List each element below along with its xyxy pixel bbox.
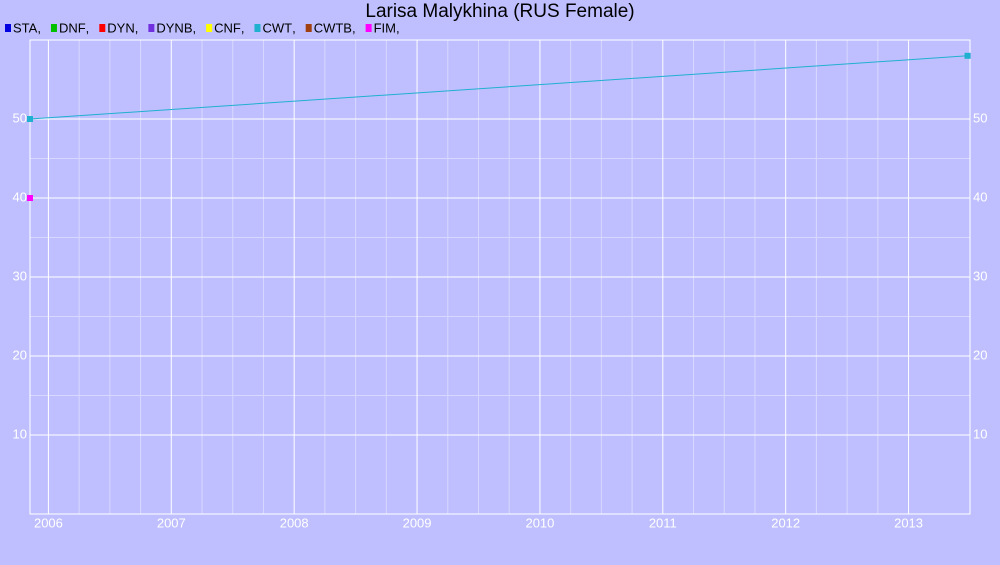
x-tick-label: 2007 <box>157 515 186 530</box>
legend-separator: , <box>193 20 197 35</box>
data-point <box>27 116 33 122</box>
legend-label: STA <box>13 20 38 35</box>
series-line <box>29 55 968 120</box>
legend-separator: , <box>396 20 400 35</box>
data-point <box>964 52 971 59</box>
y-tick-label: 40 <box>13 189 27 204</box>
legend-separator: , <box>135 20 139 35</box>
x-tick-label: 2012 <box>771 515 800 530</box>
legend-swatch <box>305 24 312 32</box>
legend-label: DYN <box>107 20 134 35</box>
x-tick-label: 2010 <box>525 515 554 530</box>
legend-swatch <box>99 24 106 32</box>
legend-swatch <box>5 24 11 32</box>
plot-frame <box>29 39 971 515</box>
y2-tick-label: 10 <box>973 426 987 441</box>
y-tick-label: 50 <box>13 110 27 125</box>
legend-swatch <box>365 24 372 32</box>
x-tick-label: 2008 <box>280 515 309 530</box>
chart-title: Larisa Malykhina (RUS Female) <box>365 1 634 22</box>
legend-separator: , <box>292 20 296 35</box>
legend-label: DNF <box>59 20 86 35</box>
legend-separator: , <box>241 20 245 35</box>
legend-label: CNF <box>214 20 241 35</box>
legend-swatch <box>148 24 155 32</box>
y2-tick-label: 30 <box>973 268 987 283</box>
legend-swatch <box>254 24 261 32</box>
legend-label: DYNB <box>156 20 192 35</box>
y-tick-label: 20 <box>13 347 27 362</box>
x-tick-label: 2011 <box>649 515 677 530</box>
y2-tick-label: 40 <box>973 189 987 204</box>
legend-swatch <box>50 24 57 32</box>
y-tick-label: 10 <box>13 426 27 441</box>
y-tick-label: 30 <box>13 268 27 283</box>
legend-swatch <box>206 24 213 32</box>
legend-separator: , <box>37 20 41 35</box>
legend-separator: , <box>86 20 90 35</box>
legend-label: FIM <box>374 20 396 35</box>
x-tick-label: 2006 <box>34 515 63 530</box>
x-tick-label: 2009 <box>403 515 432 530</box>
y2-tick-label: 20 <box>973 347 987 362</box>
legend-label: CWT <box>262 20 292 35</box>
legend-separator: , <box>352 20 356 35</box>
x-tick-label: 2013 <box>894 515 923 530</box>
y2-tick-label: 50 <box>973 110 987 125</box>
data-point <box>27 195 33 201</box>
legend-label: CWTB <box>314 20 352 35</box>
